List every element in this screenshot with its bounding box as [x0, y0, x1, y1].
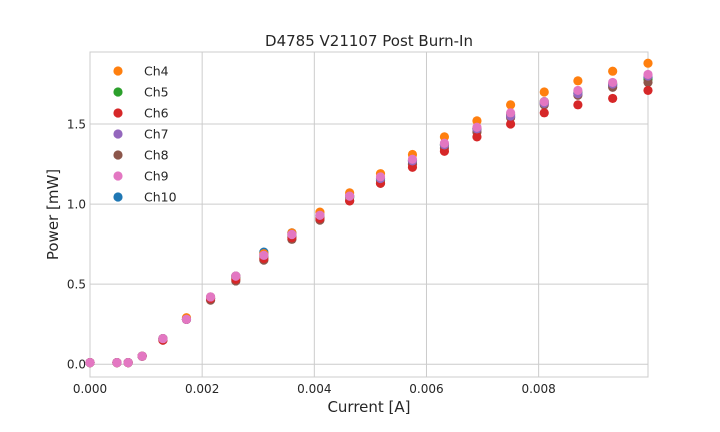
data-point-ch9	[539, 97, 549, 107]
legend-marker	[113, 108, 123, 118]
x-tick-label: 0.006	[409, 382, 443, 396]
legend-label: Ch9	[144, 169, 169, 184]
data-point-ch9	[345, 191, 355, 201]
data-point-ch4	[573, 76, 583, 86]
legend-marker	[113, 87, 123, 97]
x-axis-label: Current [A]	[327, 398, 410, 416]
legend-marker	[113, 129, 123, 139]
legend-item-ch10: Ch10	[113, 190, 177, 205]
data-point-ch9	[643, 69, 653, 80]
data-point-ch9	[112, 357, 122, 368]
legend-marker	[113, 192, 123, 202]
data-point-ch4	[608, 66, 618, 76]
legend-item-ch5: Ch5	[113, 85, 169, 100]
x-tick-label: 0.000	[73, 382, 107, 396]
data-point-ch9	[85, 357, 95, 368]
tick-labels: 0.000 0.002 0.004 0.006 0.008 0.0 0.5 1.0 1.5	[67, 118, 556, 396]
data-point-ch9	[375, 172, 386, 182]
data-point-ch9	[259, 250, 269, 260]
data-point-ch6	[506, 119, 516, 129]
data-point-ch9	[231, 271, 241, 281]
chart-title: D4785 V21107 Post Burn-In	[265, 32, 473, 50]
legend-label: Ch8	[144, 148, 169, 163]
legend-marker	[113, 66, 123, 76]
y-tick-label: 1.0	[67, 198, 86, 212]
data-points	[85, 58, 653, 368]
data-point-ch6	[573, 100, 583, 110]
data-point-ch9	[439, 138, 450, 148]
x-tick-label: 0.004	[297, 382, 331, 396]
legend-label: Ch5	[144, 85, 169, 100]
series-ch9	[85, 69, 653, 368]
data-point-ch9	[158, 333, 168, 344]
x-tick-label: 0.002	[185, 382, 219, 396]
x-tick-label: 0.008	[521, 382, 555, 396]
y-tick-label: 0.0	[67, 358, 86, 372]
data-point-ch4	[506, 100, 516, 110]
legend-marker	[113, 171, 123, 181]
data-point-ch4	[439, 132, 450, 142]
data-point-ch9	[472, 122, 482, 132]
data-point-ch4	[539, 87, 549, 97]
data-point-ch6	[643, 85, 653, 96]
plot-area	[90, 52, 648, 377]
data-point-ch9	[506, 108, 516, 118]
data-point-ch9	[287, 229, 297, 240]
data-point-ch9	[315, 210, 325, 220]
legend-item-ch6: Ch6	[113, 106, 169, 121]
axes-border	[89, 51, 649, 378]
data-point-ch6	[439, 146, 450, 156]
data-point-ch9	[608, 77, 618, 88]
legend-marker	[113, 150, 123, 160]
legend: Ch4 Ch5 Ch6 Ch7 Ch8 Ch9 Ch10	[113, 64, 177, 205]
data-point-ch6	[539, 108, 549, 118]
data-point-ch6	[608, 93, 618, 104]
data-point-ch9	[573, 85, 583, 96]
legend-label: Ch6	[144, 106, 169, 121]
legend-item-ch4: Ch4	[113, 64, 169, 79]
data-point-ch9	[205, 292, 216, 302]
axes-frame	[89, 51, 649, 378]
y-tick-label: 0.5	[67, 278, 86, 292]
data-point-ch4	[643, 58, 653, 68]
y-tick-label: 1.5	[67, 118, 86, 132]
data-point-ch6	[407, 162, 418, 172]
data-point-ch9	[407, 154, 418, 164]
grid	[90, 52, 648, 377]
data-point-ch9	[137, 351, 147, 361]
y-axis-label: Power [mW]	[44, 169, 62, 260]
data-point-ch6	[472, 132, 482, 142]
legend-item-ch8: Ch8	[113, 148, 169, 163]
legend-label: Ch4	[144, 64, 169, 79]
legend-label: Ch7	[144, 127, 169, 142]
legend-item-ch7: Ch7	[113, 127, 169, 142]
data-point-ch9	[123, 357, 133, 368]
data-point-ch8	[643, 77, 653, 88]
data-point-ch9	[181, 314, 192, 324]
data-point-ch4	[472, 116, 482, 126]
legend-label: Ch10	[144, 190, 177, 205]
legend-item-ch9: Ch9	[113, 169, 169, 184]
